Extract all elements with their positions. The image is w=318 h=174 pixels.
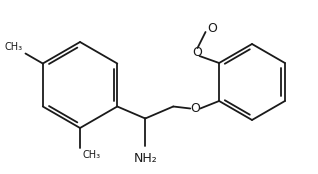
- Text: O: O: [190, 102, 200, 115]
- Text: O: O: [208, 22, 218, 34]
- Text: CH₃: CH₃: [4, 42, 23, 52]
- Text: CH₃: CH₃: [82, 150, 100, 160]
- Text: O: O: [193, 46, 203, 58]
- Text: NH₂: NH₂: [133, 152, 157, 165]
